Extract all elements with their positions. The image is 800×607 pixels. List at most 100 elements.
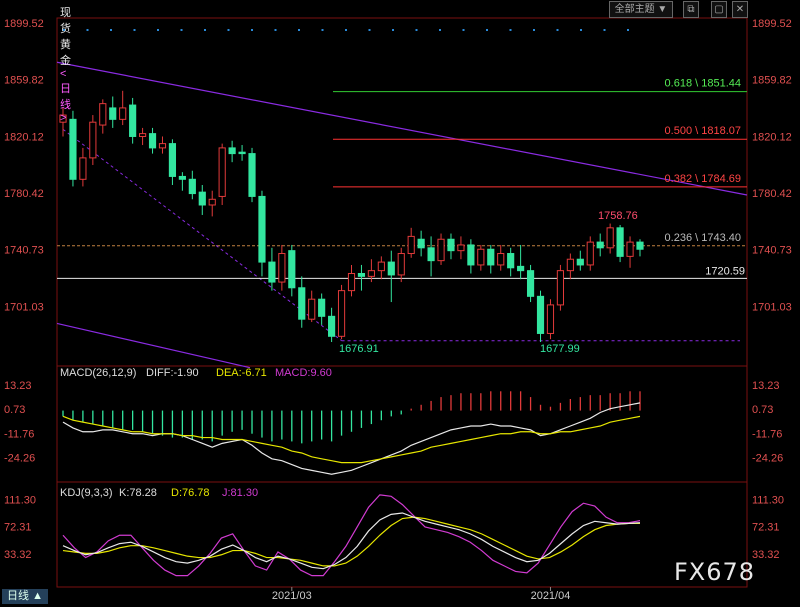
candle-up [586, 241, 594, 266]
y-tick-label: 0.73 [4, 404, 25, 416]
trendline [56, 61, 748, 196]
candle-up [59, 114, 67, 123]
marker-dot [204, 29, 206, 31]
level-label: 1720.59 [705, 265, 745, 277]
candle-down [69, 118, 77, 180]
candle-down [636, 241, 644, 250]
candle-up [218, 147, 226, 197]
y-tick-label: -11.76 [4, 428, 34, 440]
candle-up [407, 235, 415, 255]
footer-bar: 日线 ▲ [0, 587, 800, 607]
y-tick-label: -24.26 [4, 452, 35, 464]
y-tick-label: 1820.12 [752, 131, 792, 143]
candle-down [576, 258, 584, 266]
y-tick-label: 72.31 [4, 522, 32, 534]
candle-up [377, 261, 385, 272]
marker-dot [603, 29, 606, 31]
kdj-title: KDJ(9,3,3) [60, 487, 113, 499]
fib-level-label: 0.500 \ 1818.07 [665, 125, 741, 137]
y-tick-label: 1899.52 [752, 18, 792, 30]
y-tick-label: 0.73 [752, 404, 773, 416]
candle-up [397, 253, 405, 276]
marker-dot [321, 29, 324, 31]
plot-frame [56, 17, 748, 588]
marker-dot [180, 29, 183, 31]
macd-value-label: MACD:9.60 [275, 367, 332, 379]
candle-up [566, 258, 574, 272]
kdj-d-line [62, 516, 640, 567]
macd-title: MACD(26,12,9) [60, 367, 136, 379]
macd-diff-line [62, 402, 641, 475]
timeframe-tab-label: 日线 [7, 590, 30, 602]
candle-down [427, 247, 435, 262]
low-annotation: 1677.99 [540, 343, 580, 355]
marker-dot [392, 29, 394, 31]
candle-down [198, 191, 206, 206]
marker-dot [627, 29, 629, 31]
fib-level-label: 0.236 \ 1743.40 [665, 232, 741, 244]
candle-up [477, 248, 485, 266]
fib-level-label: 0.618 \ 1851.44 [665, 78, 741, 90]
y-tick-label: 1780.42 [4, 188, 44, 200]
y-tick-label: -24.26 [752, 452, 783, 464]
timeframe-value: 日线 [60, 83, 71, 111]
symbol-label: 现货黄金 [60, 7, 71, 67]
theme-menu-button[interactable]: 全部主题 ▼ [609, 1, 673, 18]
candle-down [318, 298, 326, 317]
candle-down [536, 295, 545, 334]
low-annotation: 1676.91 [339, 343, 379, 355]
y-tick-label: 1859.82 [4, 75, 44, 87]
candle-down [168, 143, 177, 177]
kdj-j-label: J:81.30 [222, 487, 258, 499]
candle-up [308, 298, 316, 320]
marker-dot [274, 29, 277, 31]
maximize-icon[interactable]: ▢ [711, 1, 727, 18]
candle-up [89, 121, 97, 159]
candle-up [367, 270, 375, 277]
y-tick-label: 1701.03 [752, 301, 792, 313]
x-tick-label: 2021/03 [272, 590, 312, 602]
marker-dot [368, 29, 371, 31]
candle-up [546, 304, 555, 334]
candle-up [278, 253, 286, 283]
timeframe-label[interactable]: <日线> [60, 68, 71, 124]
marker-dot [227, 29, 230, 31]
x-tick-label: 2021/04 [531, 590, 571, 602]
kdj-j-line [62, 494, 641, 577]
watermark-logo: FX678 [674, 558, 756, 586]
candle-down [228, 147, 236, 155]
candle-up [337, 290, 346, 337]
high-annotation: 1758.76 [598, 210, 638, 222]
candle-down [288, 250, 296, 289]
candle-up [158, 143, 167, 149]
marker-dot [509, 29, 512, 31]
candle-down [258, 195, 266, 263]
marker-dot [462, 29, 465, 31]
kdj-k-label: K:78.28 [119, 487, 157, 499]
candle-down [357, 273, 366, 277]
y-tick-label: 1740.73 [752, 245, 792, 257]
candle-up [606, 227, 614, 249]
close-icon[interactable]: ✕ [732, 1, 748, 18]
candle-down [328, 315, 336, 337]
theme-menu-label: 全部主题 [614, 4, 655, 15]
fib-level-label: 0.382 \ 1784.69 [665, 173, 741, 185]
macd-dea-line [62, 415, 641, 464]
candle-down [188, 178, 196, 195]
timeframe-tab[interactable]: 日线 ▲ [2, 589, 48, 604]
marker-dot [556, 29, 559, 31]
y-tick-label: 111.30 [4, 495, 36, 507]
y-tick-label: 111.30 [752, 495, 784, 507]
restore-icon[interactable]: ⧉ [683, 1, 699, 18]
y-tick-label: 1740.73 [4, 245, 44, 257]
macd-dea-label: DEA:-6.71 [216, 367, 267, 379]
candle-down [238, 151, 246, 155]
candle-down [596, 241, 604, 249]
y-tick-label: 1820.12 [4, 131, 44, 143]
candle-down [268, 261, 276, 283]
y-tick-label: 33.32 [4, 549, 32, 561]
candle-up [626, 241, 634, 257]
y-tick-label: 1899.52 [4, 18, 44, 30]
marker-dot [86, 29, 89, 31]
